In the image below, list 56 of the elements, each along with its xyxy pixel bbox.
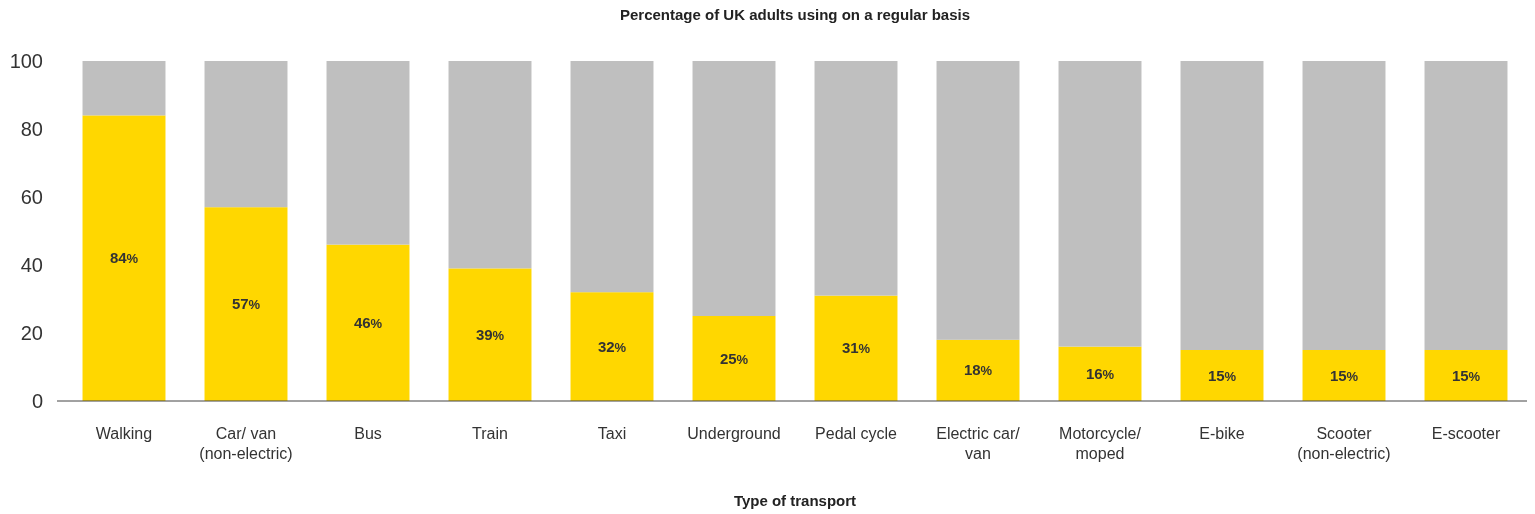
bar [448,268,532,401]
bar [814,295,898,401]
data-label: 15% [1329,366,1359,384]
bar [1058,61,1142,347]
bar [326,61,410,245]
bar [82,61,166,116]
bar [204,207,288,401]
x-axis-title: Type of transport [733,492,857,509]
bar [326,244,410,401]
data-label: 31% [841,339,871,357]
bar [1302,350,1386,401]
data-label: 32% [597,337,627,355]
data-label: 57% [231,295,261,313]
data-label: 15% [1207,366,1237,384]
bar [204,61,288,208]
data-label: 25% [719,349,749,367]
x-tick-label: Walking [95,425,153,442]
x-tick-label: Taxi [597,425,627,442]
bar [692,316,776,401]
chart-title: Percentage of UK adults using on a regular basis [619,6,971,23]
bar [936,339,1020,401]
bar [814,61,898,296]
data-label: 16% [1085,364,1115,382]
bar [570,61,654,293]
y-tick-label: 20 [20,322,43,344]
x-tick-label: Motorcycle/ moped [1059,425,1142,462]
x-tick-label: Electric car/ van [936,425,1021,462]
x-tick-label: Scooter (non-electric) [1297,425,1391,462]
data-label: 46% [353,313,383,331]
bar [692,61,776,316]
y-tick-label: 60 [20,186,43,208]
bar [570,292,654,401]
x-tick-label: Bus [354,425,382,442]
x-tick-label: Car/ van (non-electric) [199,425,293,462]
x-tick-label: Underground [687,425,781,442]
bar [1302,61,1386,350]
bar [1058,346,1142,401]
bar [936,61,1020,340]
bar [82,115,166,401]
x-tick-label: E-scooter [1431,425,1501,442]
bar [1424,61,1508,350]
bar [1180,61,1264,350]
data-label: 15% [1451,366,1481,384]
data-label: 18% [963,361,993,379]
y-tick-label: 40 [20,254,43,276]
y-tick-label: 80 [20,118,43,140]
bar [448,61,532,269]
y-tick-label: 0 [31,390,43,412]
bar [1424,350,1508,401]
x-tick-label: E-bike [1199,425,1245,442]
bar [1180,350,1264,401]
y-tick-label: 100 [9,50,43,72]
x-tick-label: Train [472,425,508,442]
data-label: 39% [475,325,505,343]
x-tick-label: Pedal cycle [815,425,898,442]
data-label: 84% [109,249,139,267]
